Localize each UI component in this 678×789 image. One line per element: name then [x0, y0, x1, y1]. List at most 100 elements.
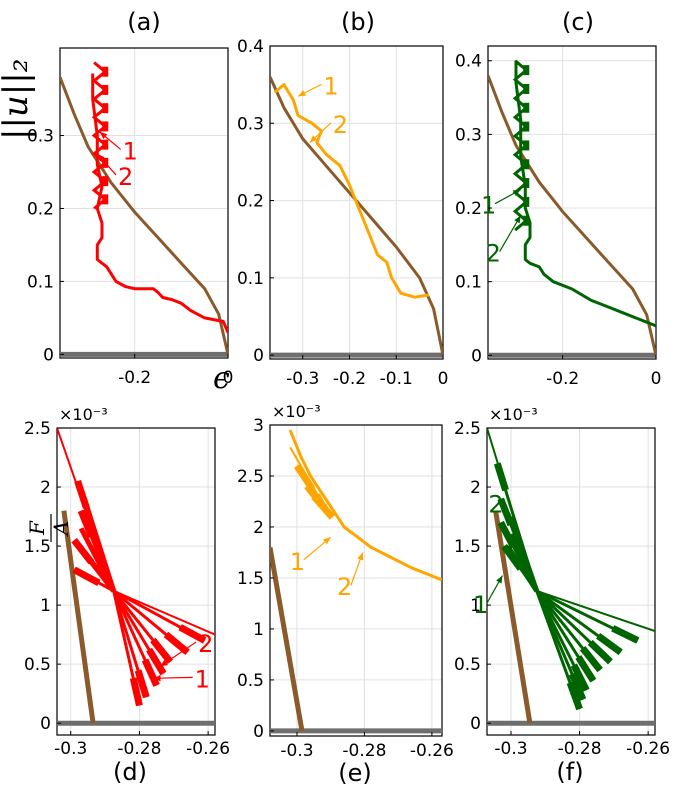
series-spoke-end — [575, 655, 597, 683]
y-tick-label: 1 — [253, 620, 264, 640]
series-zigzag-mark — [523, 196, 530, 207]
annotation-label: 2 — [118, 163, 133, 191]
y-tick-label: 2 — [253, 518, 264, 538]
y-tick-label: 0.1 — [237, 269, 264, 289]
y-tick-label: 0 — [253, 722, 264, 742]
annotation-1: 1 — [290, 536, 332, 576]
series-zigzag-mark — [102, 139, 109, 150]
annotation-2: 2 — [488, 491, 512, 523]
annotation-label: 2 — [337, 573, 352, 601]
annotation-2: 2 — [486, 215, 522, 268]
axes-frame — [269, 424, 443, 737]
series-spoke-end — [129, 677, 143, 707]
y-tick-label: 0.3 — [27, 127, 54, 147]
axes-frame — [269, 45, 444, 360]
x-tick-label: -0.3 — [494, 739, 527, 759]
series-main — [514, 60, 656, 328]
y-tick-label: 0.3 — [455, 125, 482, 145]
annotation-label: 1 — [123, 137, 138, 165]
series-brown — [270, 76, 443, 356]
series-spoke-end — [568, 672, 587, 701]
x-tick-label: -0.26 — [410, 741, 454, 761]
series-main — [273, 83, 430, 299]
series-spoke-end — [77, 509, 95, 538]
series-zigzag-mark — [102, 194, 109, 205]
series-brown — [493, 510, 533, 724]
y-tick-label: 0.4 — [455, 52, 482, 72]
y-tick-label: 0.5 — [454, 655, 481, 675]
series-brown — [61, 510, 96, 724]
bottom-y-axis-label: F A — [25, 514, 73, 542]
series-zigzag-mark — [523, 140, 530, 151]
y-tick-label: 0 — [43, 345, 54, 365]
x-tick-label: -0.2 — [546, 369, 579, 389]
axes-frame — [59, 47, 229, 359]
panel-label: (a) — [127, 8, 160, 36]
series-main — [91, 73, 228, 334]
axes-frame — [56, 427, 216, 736]
annotation-1: 1 — [297, 72, 339, 100]
series-zigzag-mark — [102, 66, 109, 77]
y-tick-label: 0 — [471, 346, 482, 366]
series-spoke-end — [72, 566, 101, 587]
series-zigzag-mark — [102, 176, 109, 187]
annotation-label: 2 — [198, 630, 213, 658]
x-tick-label: -0.3 — [286, 369, 319, 389]
annotation-label: 2 — [333, 111, 348, 139]
y-tick-label: 0.5 — [237, 671, 264, 691]
series-spoke-end — [493, 462, 509, 492]
x-tick-label: 0 — [651, 369, 662, 389]
x-tick-label: -0.2 — [333, 369, 366, 389]
series-spoke-end — [146, 647, 167, 676]
y-tick-label: 0 — [253, 346, 264, 366]
y-tick-label: 2 — [470, 478, 481, 498]
y-tick-label: 0.2 — [27, 199, 54, 219]
x-tick-label: -0.2 — [118, 368, 151, 388]
series-spoke — [89, 533, 116, 592]
panel-d: 2 1 -0.3 -0.28 -0.26 0 0.5 1 1.5 2 2.5 ×10⁻³ (d) — [24, 405, 230, 786]
series-spoke-end — [579, 646, 603, 673]
series-spoke-end — [596, 632, 623, 656]
series-zigzag-mark — [102, 84, 109, 95]
y-tick-label: 2.5 — [237, 467, 264, 487]
series-spoke-end — [141, 658, 160, 687]
x-tick-label: -0.26 — [186, 739, 230, 759]
y-tick-label: 0.1 — [27, 272, 54, 292]
series-spoke-end — [150, 637, 174, 664]
panel-label: (e) — [338, 759, 372, 787]
x-tick-label: -0.28 — [342, 741, 386, 761]
x-tick-label: -0.3 — [54, 739, 87, 759]
series-zigzag-mark — [102, 121, 109, 132]
y-tick-label: 1.5 — [24, 537, 51, 557]
annotation-1: 1 — [153, 665, 210, 693]
panel-label: (c) — [562, 8, 594, 36]
annotation-label: 2 — [486, 240, 501, 268]
panel-label: (f) — [556, 758, 583, 786]
y-tick-label: 2 — [40, 478, 51, 498]
annotation-2: 2 — [337, 552, 364, 601]
series-zigzag — [91, 61, 108, 210]
svg-text:F: F — [25, 520, 49, 536]
y-tick-label: 0.2 — [455, 199, 482, 219]
series-spoke-end — [163, 631, 190, 656]
x-tick-label: -0.1 — [380, 369, 413, 389]
y-tick-label: 1 — [470, 596, 481, 616]
y-tick-label: 0.1 — [455, 273, 482, 293]
series-main — [288, 429, 442, 582]
series-spoke — [321, 503, 330, 513]
series-spoke-end — [134, 669, 150, 699]
x-tick-label: 0 — [438, 369, 449, 389]
svg-text:||u||₂: ||u||₂ — [0, 59, 36, 140]
series-zigzag-mark — [523, 65, 530, 76]
annotation-label: 1 — [473, 591, 488, 619]
series-spoke-end — [611, 625, 640, 644]
series-zigzag-mark — [523, 102, 530, 113]
y-tick-label: 3 — [253, 416, 264, 436]
y-tick-label: 1.5 — [237, 569, 264, 589]
annotation-1: 1 — [481, 189, 521, 220]
axes-frame — [487, 45, 657, 360]
panel-label: (b) — [341, 8, 375, 36]
annotation-2: 2 — [309, 111, 348, 144]
top-y-axis-label: ||u||₂ — [0, 59, 36, 140]
